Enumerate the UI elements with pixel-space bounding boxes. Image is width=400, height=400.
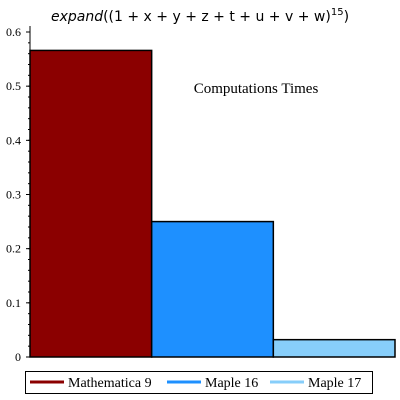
y-tick-label: 0.4: [6, 133, 21, 147]
y-tick-label: 0.1: [6, 296, 21, 310]
chart-annotation: Computations Times: [194, 81, 319, 97]
y-tick-label: 0.3: [6, 188, 21, 202]
chart-title-close: ): [344, 9, 349, 25]
legend: Mathematica 9 Maple 16 Maple 17: [25, 371, 373, 394]
bar-0: [29, 49, 153, 358]
y-tick-label: 0.2: [6, 242, 21, 256]
chart-title-exponent: 15: [331, 7, 344, 18]
legend-label-2: Maple 17: [308, 376, 361, 391]
chart-title-body: ((1 + x + y + z + t + u + v + w): [103, 9, 331, 25]
y-tick-label: 0: [15, 350, 21, 364]
bars-group: [29, 49, 396, 358]
bar-1: [150, 220, 275, 358]
y-tick-label: 0.6: [6, 25, 21, 39]
y-tick-label: 0.5: [6, 79, 21, 93]
legend-items: Mathematica 9 Maple 16 Maple 17: [30, 376, 361, 391]
chart-title: expand((1 + x + y + z + t + u + v + w)15…: [51, 7, 349, 25]
legend-label-0: Mathematica 9: [68, 376, 152, 391]
chart-title-fn: expand: [51, 9, 103, 25]
y-axis: 0 0.1 0.2 0.3 0.4 0.5 0.6: [6, 25, 31, 364]
legend-label-1: Maple 16: [205, 376, 258, 391]
bar-2: [272, 338, 396, 358]
